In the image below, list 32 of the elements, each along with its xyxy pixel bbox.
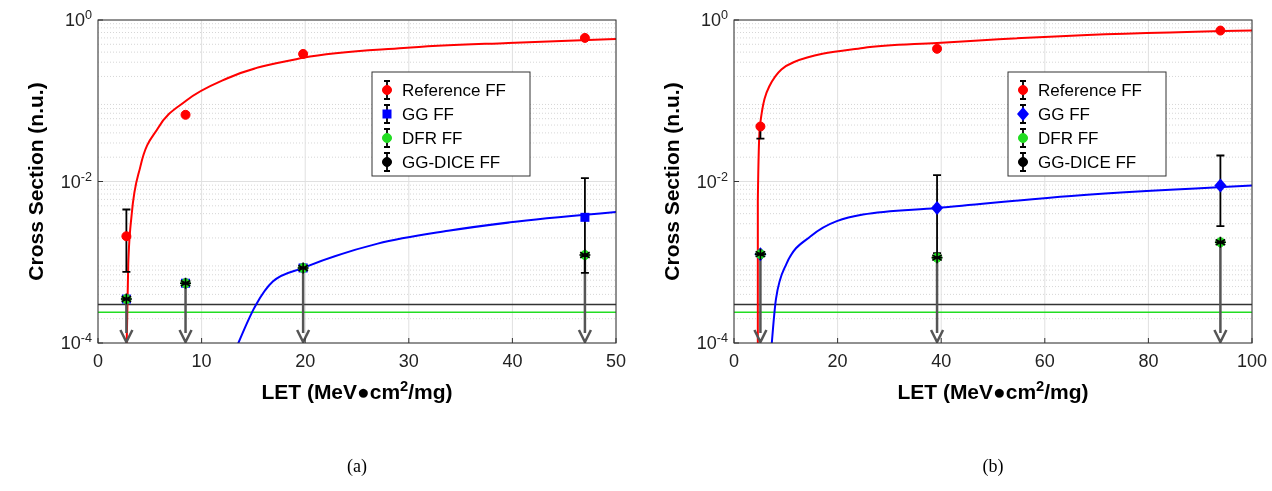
- y-axis-title: Cross Section (n.u.): [24, 82, 47, 281]
- text: (b): [982, 456, 1004, 477]
- legend-label: GG-DICE FF: [402, 153, 501, 172]
- legend-label: GG FF: [1038, 105, 1090, 124]
- legend-label: Reference FF: [1038, 81, 1142, 100]
- x-tick-label: 10: [191, 351, 212, 371]
- x-tick-label: 40: [502, 351, 523, 371]
- y-tick-label: 10$^{0}$: [64, 8, 92, 30]
- y-axis-title: Cross Section (n.u.): [660, 82, 683, 281]
- x-tick-label: 30: [398, 351, 419, 371]
- text: (a): [347, 456, 367, 477]
- x-tick-label: 80: [1138, 351, 1159, 371]
- y-tick-label: 10$^{-2}$: [696, 169, 728, 192]
- x-axis-title: LET (MeV●cm$^{2}$/mg): [261, 378, 453, 403]
- x-tick-label: 0: [728, 351, 740, 371]
- legend-label: GG FF: [402, 105, 454, 124]
- x-tick-label: 60: [1034, 351, 1055, 371]
- y-tick-label: 10$^{-4}$: [696, 331, 728, 353]
- legend-label: GG-DICE FF: [1038, 153, 1137, 172]
- x-tick-label: 20: [295, 351, 316, 371]
- x-tick-label: 50: [605, 351, 627, 371]
- x-tick-label: 20: [827, 351, 848, 371]
- legend-label: Reference FF: [402, 81, 506, 100]
- x-tick-label: 0: [92, 351, 104, 371]
- legend-label: DFR FF: [1038, 129, 1099, 148]
- y-tick-label: 10$^{-4}$: [60, 331, 92, 353]
- x-tick-label: 40: [931, 351, 952, 371]
- y-tick-label: 10$^{0}$: [700, 8, 728, 30]
- y-tick-label: 10$^{-2}$: [60, 169, 92, 192]
- x-tick-label: 100: [1236, 351, 1268, 371]
- x-axis-title: LET (MeV●cm$^{2}$/mg): [897, 378, 1089, 403]
- legend-label: DFR FF: [402, 129, 463, 148]
